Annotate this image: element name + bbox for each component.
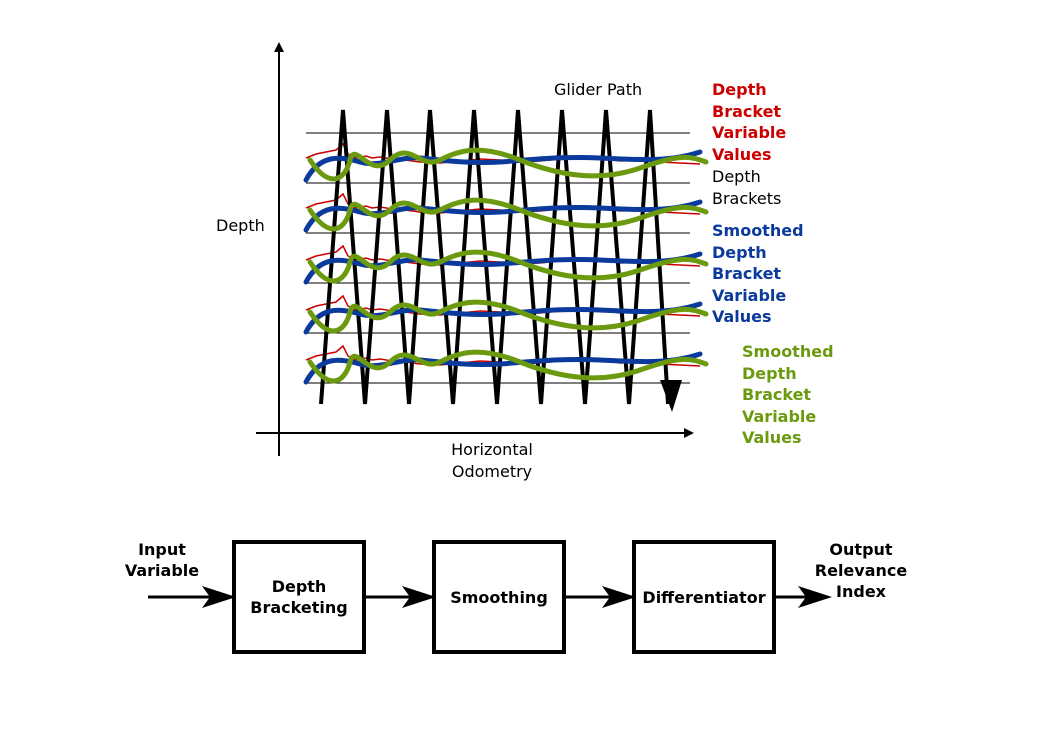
smoothed-green-curve: [307, 147, 709, 182]
smoothed-blue-curve: [303, 301, 703, 335]
legend-depth-bracket-values: Depth Bracket Variable Values: [712, 79, 786, 165]
legend-depth-brackets: Depth Brackets: [712, 166, 781, 209]
output-label-line: Relevance: [814, 561, 908, 580]
smoothed-green-curves: [307, 147, 709, 384]
legend-smoothed-green: Smoothed Depth Bracket Variable Values: [742, 341, 834, 449]
smoothed-blue-curve: [303, 199, 703, 233]
depth-bracketing-box: Depth Bracketing: [232, 540, 366, 654]
legend-line: Depth: [742, 363, 797, 383]
input-variable-label: Input Variable: [112, 539, 212, 581]
smoothing-box: Smoothing: [432, 540, 566, 654]
glider-path-label: Glider Path: [554, 80, 643, 99]
smoothed-blue-curve: [303, 251, 703, 285]
output-label-line: Output: [829, 540, 893, 559]
legend-line: Values: [742, 428, 802, 447]
output-label-line: Index: [836, 582, 886, 601]
step-label-line: Bracketing: [250, 598, 348, 617]
step-label-line: Differentiator: [642, 587, 766, 607]
legend-line: Depth: [712, 242, 767, 262]
legend-line: Variable: [742, 406, 817, 426]
smoothed-green-curve: [307, 349, 709, 384]
legend-line: Smoothed: [712, 221, 804, 240]
legend-line: Values: [712, 307, 772, 326]
legend-line: Bracket: [712, 101, 782, 121]
legend-line: Bracket: [712, 264, 782, 283]
smoothed-green-curve: [307, 299, 709, 334]
legend-line: Variable: [712, 123, 787, 142]
smoothed-green-curve: [307, 249, 709, 284]
legend-line: Smoothed: [742, 342, 834, 361]
y-axis-label: Depth: [216, 216, 265, 235]
legend-line: Bracket: [742, 385, 812, 404]
smoothed-blue-curves: [303, 149, 703, 385]
glider-path-arrowhead: [660, 380, 682, 412]
smoothed-blue-curve: [303, 149, 703, 183]
legend-line: Variable: [712, 285, 787, 305]
x-axis-label-line: Odometry: [451, 462, 533, 481]
x-axis-label-line: Horizontal: [451, 440, 533, 459]
legend-line: Brackets: [712, 188, 782, 208]
step-label-line: Smoothing: [450, 587, 548, 607]
input-label-line: Input: [138, 540, 186, 559]
x-axis-label: Horizontal Odometry: [440, 439, 544, 483]
differentiator-box: Differentiator: [632, 540, 776, 654]
legend-line: Depth: [712, 167, 761, 186]
legend-smoothed-blue: Smoothed Depth Bracket Variable Values: [712, 220, 804, 328]
smoothed-green-curve: [307, 197, 709, 232]
smoothed-blue-curve: [303, 351, 703, 385]
input-label-line: Variable: [124, 561, 200, 580]
legend-line: Depth: [712, 80, 767, 99]
output-relevance-index-label: Output Relevance Index: [806, 539, 916, 602]
legend-line: Values: [712, 144, 772, 164]
step-label-line: Depth: [271, 577, 327, 596]
